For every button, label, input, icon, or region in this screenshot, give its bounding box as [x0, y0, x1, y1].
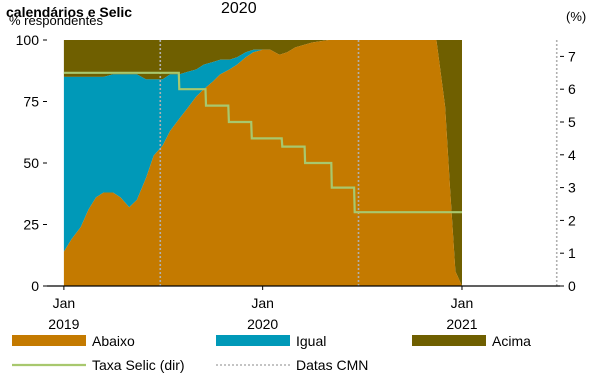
left-tick-label: 25	[23, 217, 39, 233]
area-abaixo	[63, 40, 463, 286]
legend-item: Taxa Selic (dir)	[12, 357, 185, 373]
chart-title-sub: 2020	[221, 0, 257, 17]
left-tick-label: 75	[23, 94, 39, 110]
x-tick-month: Jan	[53, 295, 76, 311]
right-axis-label: (%)	[566, 9, 586, 24]
legend-item: Abaixo	[12, 333, 135, 349]
right-tick-label: 3	[568, 180, 576, 196]
x-tick-month: Jan	[251, 295, 274, 311]
right-tick-label: 1	[568, 245, 576, 261]
legend-label: Datas CMN	[296, 357, 368, 373]
left-tick-label: 0	[31, 278, 39, 294]
legend-item: Igual	[216, 333, 326, 349]
axes: 0 25 50 75 100 0 1 2 3 4 5 6 7 Jan 2019 Jan 2020 Jan 2021	[16, 32, 576, 332]
area-acima	[63, 40, 463, 286]
chart-title: calendários e Selic	[6, 4, 132, 20]
legend-swatch	[12, 335, 86, 346]
x-tick-month: Jan	[451, 295, 474, 311]
area-igual	[63, 40, 463, 286]
right-tick-label: 6	[568, 81, 576, 97]
left-tick-label: 50	[23, 155, 39, 171]
legend-swatch	[216, 335, 290, 346]
legend-label: Taxa Selic (dir)	[92, 357, 185, 373]
right-tick-label: 5	[568, 114, 576, 130]
legend: Abaixo Igual Acima Taxa Selic (dir) Datas CM…	[12, 333, 531, 373]
left-tick-label: 100	[16, 32, 40, 48]
legend-label: Acima	[492, 333, 531, 349]
right-tick-label: 0	[568, 278, 576, 294]
right-tick-label: 4	[568, 147, 576, 163]
plot-area	[63, 40, 558, 286]
x-tick-year: 2019	[48, 316, 79, 332]
right-tick-label: 7	[568, 48, 576, 64]
x-tick-year: 2020	[247, 316, 278, 332]
legend-swatch	[412, 335, 486, 346]
legend-label: Igual	[296, 333, 326, 349]
left-axis-label: % respondentes	[9, 13, 103, 28]
legend-label: Abaixo	[92, 333, 135, 349]
legend-item: Datas CMN	[216, 357, 368, 373]
selic-line	[63, 71, 462, 214]
right-tick-label: 2	[568, 212, 576, 228]
legend-item: Acima	[412, 333, 531, 349]
x-tick-year: 2021	[446, 316, 477, 332]
